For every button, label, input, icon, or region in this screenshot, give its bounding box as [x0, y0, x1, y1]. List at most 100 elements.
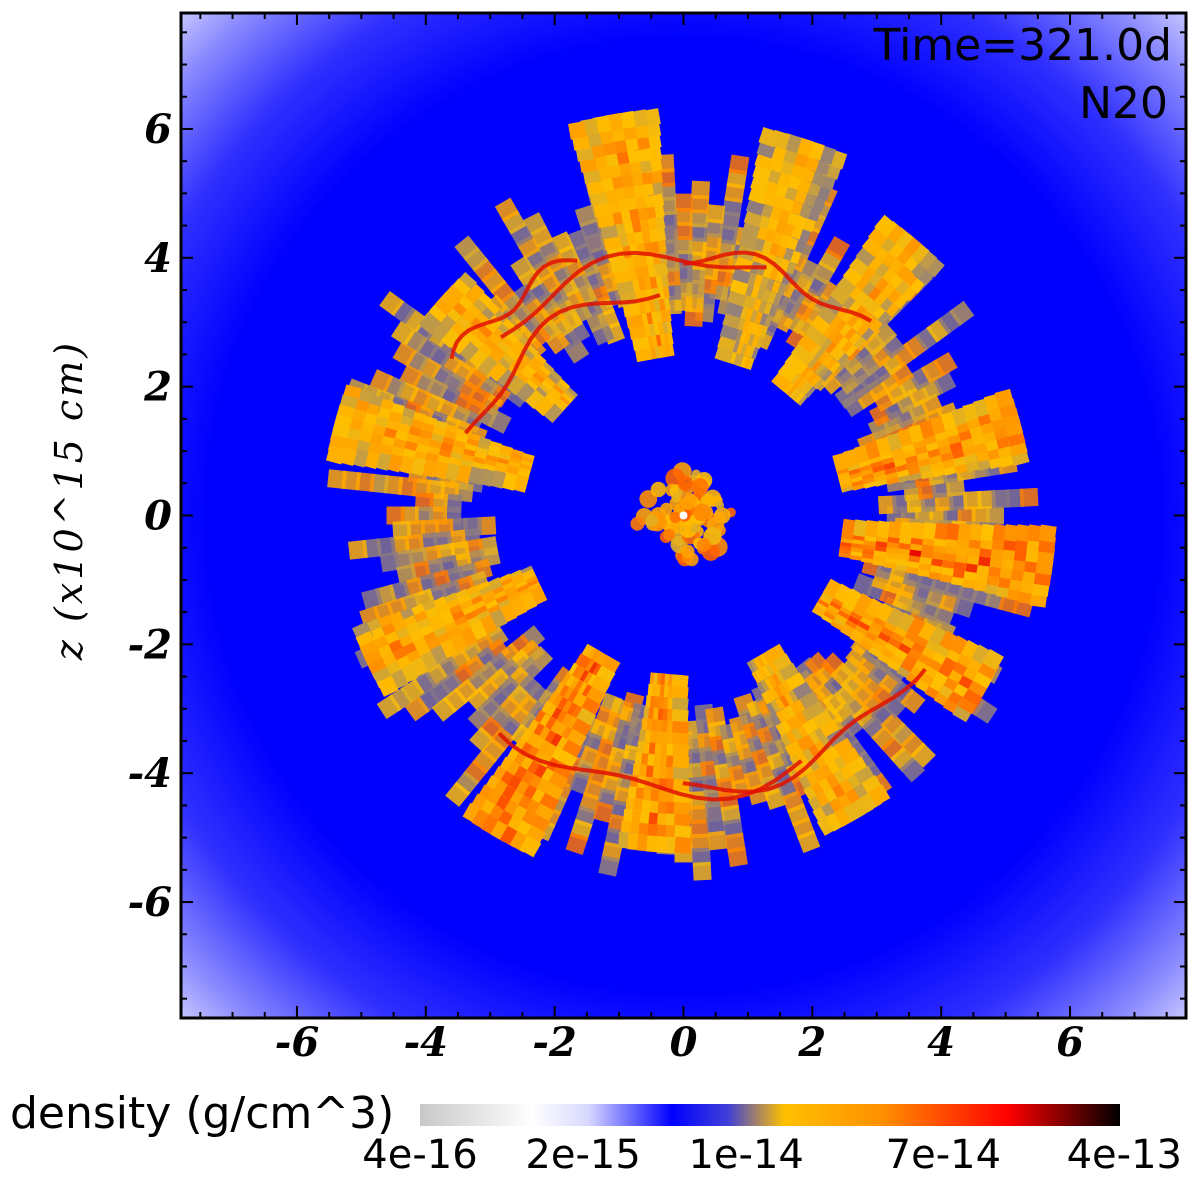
ejecta-core — [630, 462, 736, 567]
density-cell — [494, 197, 520, 223]
density-cell — [361, 587, 384, 610]
plume-cell — [377, 675, 399, 697]
y-tick-label: -4 — [128, 750, 172, 797]
x-tick-label: 6 — [1056, 1019, 1084, 1066]
density-cell — [728, 154, 750, 176]
density-cell — [691, 833, 711, 853]
y-tick-label: -6 — [128, 879, 172, 926]
core-cell — [650, 481, 667, 498]
core-cell — [645, 514, 658, 527]
plume-cell — [994, 388, 1015, 409]
density-cell — [796, 829, 821, 854]
density-cell — [454, 235, 480, 261]
density-cell — [392, 342, 418, 367]
colorbar-tick-label: 4e-16 — [362, 1132, 477, 1178]
density-cell — [510, 255, 536, 281]
y-tick-label: 0 — [144, 493, 172, 540]
colorbar-tick-label: 7e-14 — [886, 1132, 1001, 1178]
shell-filament — [499, 250, 767, 339]
shell-filament — [683, 250, 873, 323]
colorbar-tick-label: 1e-14 — [688, 1132, 803, 1178]
x-tick-label: -2 — [532, 1019, 576, 1066]
density-cell — [985, 506, 1004, 525]
x-axis-tick-labels: -6 -4 -2 0 2 4 6 — [275, 1019, 1084, 1066]
density-cell — [404, 696, 430, 722]
density-cell — [705, 204, 726, 224]
density-cell — [674, 193, 693, 212]
plume-cell — [674, 836, 692, 855]
plume-cell — [1038, 524, 1057, 543]
heatmap-area — [181, 13, 1186, 1018]
core-cell — [691, 478, 709, 496]
core-cell — [693, 503, 711, 522]
colorbar — [420, 1104, 1120, 1126]
core-cell — [680, 544, 695, 559]
density-cell — [690, 819, 710, 839]
core-cell — [696, 537, 711, 552]
core-cell — [715, 501, 725, 510]
density-cell — [688, 237, 708, 257]
ejecta-plumes — [325, 108, 1057, 858]
density-cell — [949, 300, 975, 326]
axis-ticks — [181, 13, 1186, 1018]
shell-filament — [449, 258, 578, 360]
density-cell — [707, 830, 728, 851]
x-tick-label: 2 — [797, 1019, 826, 1066]
model-annotation: N20 — [1079, 78, 1168, 129]
density-cell — [692, 861, 712, 881]
x-tick-label: 0 — [670, 1019, 698, 1066]
colorbar-label: density (g/cm^3) — [10, 1088, 394, 1139]
y-axis-tick-labels: 6 4 2 0 -2 -4 -6 — [128, 106, 173, 926]
density-cell — [977, 490, 997, 510]
density-cell — [684, 307, 704, 327]
density-cell — [825, 235, 851, 261]
density-cell — [943, 506, 962, 525]
density-cell — [878, 495, 897, 515]
density-cell — [565, 832, 589, 855]
density-cell — [933, 351, 958, 377]
colorbar-tick-label: 4e-13 — [1067, 1132, 1182, 1178]
core-cell — [669, 511, 681, 524]
y-tick-label: 6 — [144, 106, 172, 153]
density-cell — [379, 551, 401, 573]
density-cell — [691, 180, 711, 200]
time-annotation: Time=321.0d — [873, 20, 1172, 71]
core-cell — [660, 502, 673, 515]
density-cell — [688, 223, 708, 242]
density-cell — [1005, 488, 1025, 508]
shell-filament — [463, 293, 661, 435]
x-tick-label: -6 — [275, 1019, 319, 1066]
core-cell — [663, 528, 676, 541]
density-cell — [674, 236, 693, 255]
x-tick-label: 4 — [927, 1019, 955, 1066]
density-cell — [957, 506, 976, 525]
plume-cell — [568, 121, 587, 140]
density-cell — [369, 369, 394, 393]
core-cell — [679, 492, 697, 510]
density-cell — [910, 742, 936, 768]
density-cell — [379, 290, 405, 317]
density-cell — [477, 516, 497, 536]
core-cell — [671, 492, 682, 503]
density-cell — [674, 221, 693, 240]
center-marker — [679, 511, 688, 520]
plume-cell — [519, 835, 542, 858]
y-tick-label: -2 — [128, 621, 172, 668]
density-cell — [691, 847, 711, 867]
plume-cell — [325, 444, 346, 465]
density-cell — [386, 506, 405, 525]
density-cell — [1019, 487, 1039, 507]
density-cell — [574, 204, 598, 228]
plume-cell — [418, 311, 442, 335]
density-cell — [972, 698, 998, 724]
density-cell — [392, 520, 412, 540]
density-cell — [971, 506, 990, 525]
core-cell — [690, 523, 701, 534]
plume-cell — [874, 214, 897, 238]
density-cell — [991, 489, 1011, 509]
density-cell — [690, 194, 710, 214]
core-cell — [677, 475, 693, 491]
density-cell — [689, 805, 709, 825]
density-cell — [592, 801, 615, 824]
x-tick-label: -4 — [404, 1019, 448, 1066]
